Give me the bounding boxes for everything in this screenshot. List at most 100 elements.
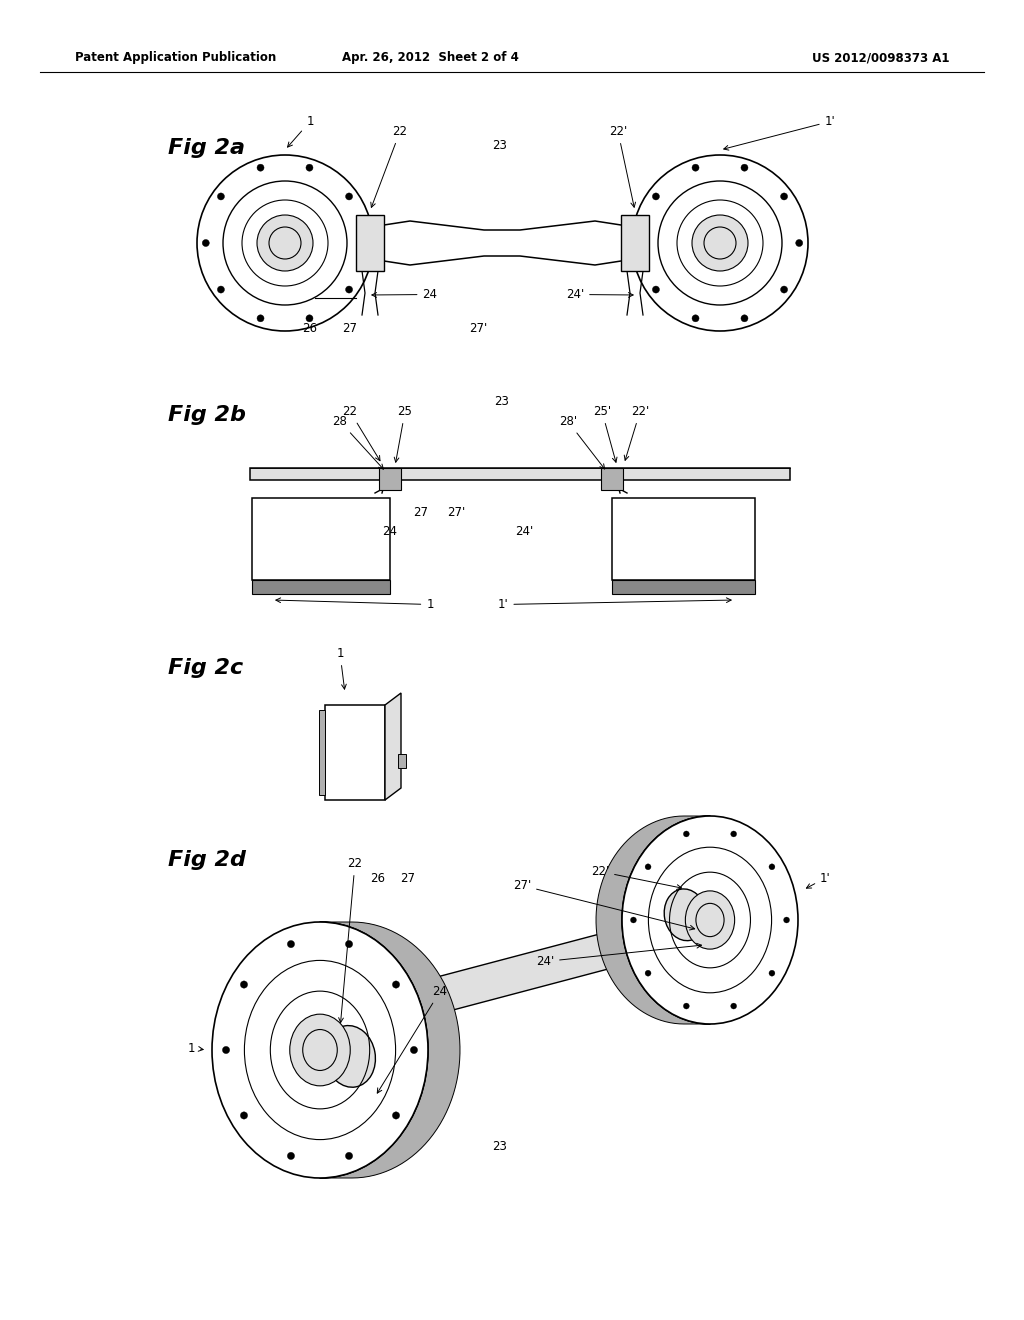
Circle shape bbox=[637, 239, 644, 247]
FancyBboxPatch shape bbox=[379, 469, 401, 490]
FancyBboxPatch shape bbox=[250, 469, 790, 480]
Circle shape bbox=[203, 239, 209, 247]
Circle shape bbox=[345, 1152, 352, 1159]
Circle shape bbox=[257, 164, 264, 172]
Ellipse shape bbox=[622, 816, 798, 1024]
Text: 27': 27' bbox=[513, 879, 694, 931]
FancyBboxPatch shape bbox=[356, 215, 384, 271]
Ellipse shape bbox=[325, 1026, 376, 1088]
Circle shape bbox=[731, 832, 736, 837]
Text: 23: 23 bbox=[493, 139, 508, 152]
Circle shape bbox=[631, 917, 637, 923]
Text: 24': 24' bbox=[536, 944, 701, 968]
Text: 25': 25' bbox=[593, 405, 617, 462]
Text: 24': 24' bbox=[566, 288, 633, 301]
Polygon shape bbox=[319, 921, 460, 1177]
Circle shape bbox=[241, 981, 248, 989]
Text: 1: 1 bbox=[336, 647, 346, 689]
Polygon shape bbox=[348, 913, 688, 1035]
Text: 27: 27 bbox=[413, 506, 428, 519]
Circle shape bbox=[683, 832, 689, 837]
Circle shape bbox=[306, 314, 313, 322]
Circle shape bbox=[692, 164, 699, 172]
Circle shape bbox=[306, 164, 313, 172]
Text: 1': 1' bbox=[724, 115, 836, 150]
FancyBboxPatch shape bbox=[621, 215, 649, 271]
Circle shape bbox=[796, 239, 803, 247]
Text: 27': 27' bbox=[447, 506, 465, 519]
Circle shape bbox=[345, 940, 352, 948]
Circle shape bbox=[288, 1152, 295, 1159]
Polygon shape bbox=[596, 816, 710, 1024]
Circle shape bbox=[645, 970, 651, 977]
Text: 24: 24 bbox=[372, 288, 437, 301]
Text: 22': 22' bbox=[609, 125, 636, 207]
Ellipse shape bbox=[685, 891, 734, 949]
Circle shape bbox=[652, 286, 659, 293]
Circle shape bbox=[769, 970, 775, 977]
Text: Apr. 26, 2012  Sheet 2 of 4: Apr. 26, 2012 Sheet 2 of 4 bbox=[342, 51, 518, 65]
Circle shape bbox=[411, 1047, 418, 1053]
Circle shape bbox=[683, 1003, 689, 1008]
Circle shape bbox=[692, 314, 699, 322]
Circle shape bbox=[652, 193, 659, 199]
Ellipse shape bbox=[290, 1014, 350, 1086]
Circle shape bbox=[345, 286, 352, 293]
Circle shape bbox=[783, 917, 790, 923]
Circle shape bbox=[345, 193, 352, 199]
FancyBboxPatch shape bbox=[252, 498, 390, 579]
Text: Fig 2d: Fig 2d bbox=[168, 850, 246, 870]
Text: 1': 1' bbox=[807, 871, 830, 888]
Text: 23: 23 bbox=[495, 395, 509, 408]
Circle shape bbox=[392, 1111, 399, 1119]
Circle shape bbox=[780, 193, 787, 199]
Circle shape bbox=[741, 314, 748, 322]
Circle shape bbox=[741, 164, 748, 172]
Text: Fig 2c: Fig 2c bbox=[168, 657, 244, 678]
Text: 26: 26 bbox=[371, 873, 385, 884]
Text: 27: 27 bbox=[342, 322, 357, 335]
Circle shape bbox=[392, 981, 399, 989]
Text: 22': 22' bbox=[591, 865, 682, 890]
Text: 22: 22 bbox=[371, 125, 408, 207]
Text: 22: 22 bbox=[339, 857, 362, 1023]
Circle shape bbox=[222, 1047, 229, 1053]
Text: 1: 1 bbox=[275, 598, 434, 611]
Text: 28': 28' bbox=[559, 414, 604, 469]
Text: US 2012/0098373 A1: US 2012/0098373 A1 bbox=[812, 51, 950, 65]
FancyBboxPatch shape bbox=[601, 469, 623, 490]
Ellipse shape bbox=[212, 921, 428, 1177]
Text: 23: 23 bbox=[493, 1140, 508, 1152]
Circle shape bbox=[217, 286, 224, 293]
Circle shape bbox=[645, 863, 651, 870]
Text: 1: 1 bbox=[288, 115, 313, 147]
Text: 28: 28 bbox=[333, 414, 383, 469]
Circle shape bbox=[780, 286, 787, 293]
FancyBboxPatch shape bbox=[252, 579, 390, 594]
Text: 27': 27' bbox=[469, 322, 487, 335]
Circle shape bbox=[731, 1003, 736, 1008]
FancyBboxPatch shape bbox=[319, 710, 325, 795]
FancyBboxPatch shape bbox=[398, 754, 406, 768]
FancyBboxPatch shape bbox=[325, 705, 385, 800]
Text: 24: 24 bbox=[383, 525, 397, 539]
Circle shape bbox=[241, 1111, 248, 1119]
Text: Fig 2a: Fig 2a bbox=[168, 139, 245, 158]
Circle shape bbox=[217, 193, 224, 199]
FancyBboxPatch shape bbox=[612, 579, 755, 594]
Text: 22: 22 bbox=[342, 405, 380, 461]
Text: 24': 24' bbox=[515, 525, 534, 539]
Circle shape bbox=[692, 215, 748, 271]
Circle shape bbox=[257, 314, 264, 322]
Text: 1': 1' bbox=[498, 598, 731, 611]
Circle shape bbox=[360, 239, 368, 247]
Text: 27: 27 bbox=[400, 873, 416, 884]
Polygon shape bbox=[385, 693, 401, 800]
Circle shape bbox=[288, 940, 295, 948]
Text: 1: 1 bbox=[187, 1041, 203, 1055]
Circle shape bbox=[257, 215, 313, 271]
FancyBboxPatch shape bbox=[612, 498, 755, 579]
Text: Patent Application Publication: Patent Application Publication bbox=[75, 51, 276, 65]
Text: Fig 2b: Fig 2b bbox=[168, 405, 246, 425]
Polygon shape bbox=[384, 220, 621, 265]
